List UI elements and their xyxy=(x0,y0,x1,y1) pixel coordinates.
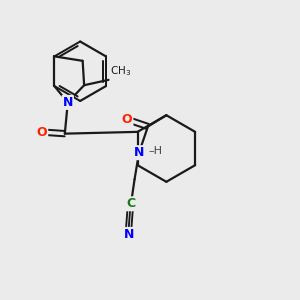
Text: N: N xyxy=(134,146,144,159)
Text: N: N xyxy=(123,228,134,241)
Text: O: O xyxy=(37,126,47,139)
Text: CH$_3$: CH$_3$ xyxy=(110,64,131,78)
Text: –H: –H xyxy=(148,146,163,156)
Text: O: O xyxy=(122,113,132,127)
Text: C: C xyxy=(126,197,136,210)
Text: N: N xyxy=(63,96,73,109)
